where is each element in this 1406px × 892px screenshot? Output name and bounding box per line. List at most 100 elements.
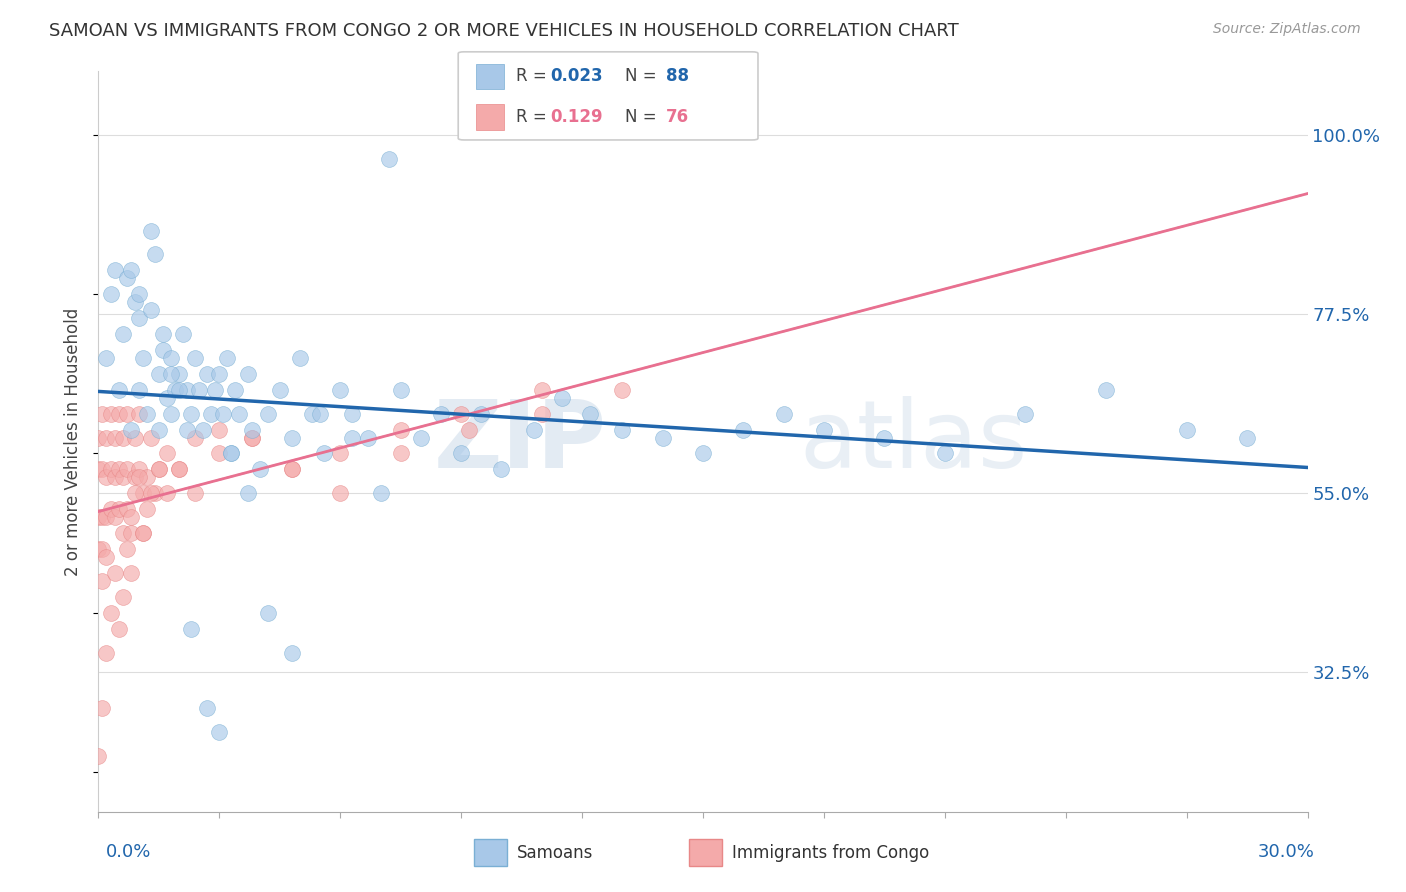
Point [236, 367, 259, 381]
Point [87, 462, 110, 476]
Point [1236, 431, 1258, 445]
Point [128, 287, 150, 301]
Text: 0.129: 0.129 [551, 108, 603, 126]
Point [813, 423, 835, 437]
Point [96, 431, 118, 445]
Point [301, 407, 323, 421]
Point [160, 407, 183, 421]
Point [139, 303, 162, 318]
Point [389, 383, 412, 397]
Text: 30.0%: 30.0% [1258, 843, 1315, 861]
Point [120, 423, 142, 437]
Point [100, 606, 122, 620]
Point [115, 407, 138, 421]
Point [208, 367, 231, 381]
Point [409, 431, 432, 445]
Point [370, 486, 392, 500]
Point [342, 431, 364, 445]
Point [91, 701, 114, 715]
Point [152, 327, 174, 342]
Point [180, 622, 202, 636]
Point [128, 383, 150, 397]
Point [1095, 383, 1118, 397]
Point [128, 311, 150, 326]
Point [100, 502, 122, 516]
Point [87, 431, 110, 445]
Point [612, 383, 634, 397]
Point [579, 407, 602, 421]
Point [377, 152, 399, 166]
Point [314, 446, 336, 460]
Point [176, 423, 198, 437]
Point [132, 526, 155, 541]
Point [96, 646, 118, 660]
Point [156, 486, 179, 500]
Point [200, 407, 222, 421]
Point [87, 510, 110, 524]
Point [100, 462, 122, 476]
Point [115, 502, 138, 516]
Point [249, 462, 271, 476]
Point [135, 470, 157, 484]
Point [139, 431, 162, 445]
Point [221, 446, 243, 460]
Point [458, 423, 481, 437]
Point [160, 351, 183, 365]
Point [96, 351, 118, 365]
Point [115, 462, 138, 476]
Point [132, 526, 155, 541]
Text: Immigrants from Congo: Immigrants from Congo [731, 844, 929, 862]
Point [91, 541, 114, 556]
Point [135, 407, 157, 421]
Point [224, 383, 246, 397]
Point [195, 367, 218, 381]
Point [103, 263, 125, 277]
Point [91, 462, 114, 476]
Point [156, 446, 179, 460]
Point [934, 446, 956, 460]
Point [139, 223, 162, 237]
Text: 88: 88 [666, 68, 689, 86]
Point [124, 470, 146, 484]
Point [180, 407, 202, 421]
Point [551, 391, 574, 405]
Point [184, 431, 207, 445]
Point [470, 407, 492, 421]
Point [167, 462, 190, 476]
Point [450, 407, 472, 421]
Point [491, 462, 513, 476]
Point [111, 526, 134, 541]
Point [143, 486, 166, 500]
Point [329, 383, 352, 397]
Point [167, 462, 190, 476]
Point [256, 407, 278, 421]
Point [873, 431, 896, 445]
Text: Samoans: Samoans [516, 844, 593, 862]
Text: 0.0%: 0.0% [105, 843, 150, 861]
Text: ZIP: ZIP [433, 395, 606, 488]
Point [212, 407, 235, 421]
Point [651, 431, 673, 445]
Point [111, 327, 134, 342]
Point [204, 383, 226, 397]
Text: Source: ZipAtlas.com: Source: ZipAtlas.com [1213, 22, 1361, 37]
Point [160, 367, 183, 381]
Point [228, 407, 250, 421]
Point [107, 383, 129, 397]
Point [172, 327, 194, 342]
Point [148, 423, 170, 437]
Point [612, 423, 634, 437]
Point [523, 423, 546, 437]
Point [184, 486, 207, 500]
Text: R =: R = [516, 68, 553, 86]
Point [124, 486, 146, 500]
Point [128, 407, 150, 421]
Point [193, 423, 215, 437]
Point [281, 431, 304, 445]
Point [288, 351, 311, 365]
Point [148, 367, 170, 381]
Point [96, 510, 118, 524]
Text: N =: N = [626, 108, 662, 126]
Point [148, 462, 170, 476]
Point [772, 407, 794, 421]
